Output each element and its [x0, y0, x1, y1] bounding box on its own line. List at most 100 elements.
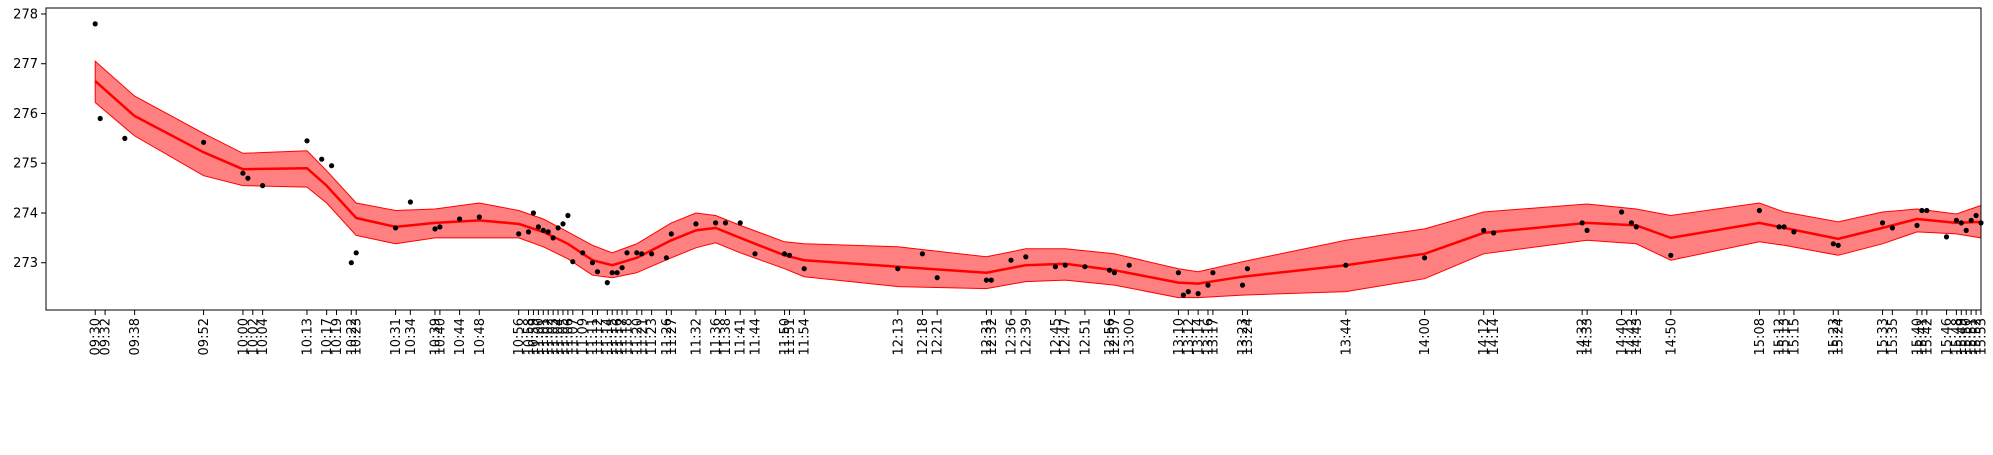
- scatter-point: [1756, 207, 1762, 214]
- x-tick-label: 10:22: [345, 318, 360, 355]
- scatter-point: [1924, 207, 1930, 214]
- x-tick-label: 11:38: [719, 318, 734, 355]
- scatter-point: [737, 220, 743, 226]
- scatter-point: [722, 220, 729, 226]
- x-tick-label: 12:51: [1078, 318, 1093, 355]
- scatter-point: [634, 250, 640, 256]
- x-tick-label: 15:15: [1787, 318, 1802, 355]
- scatter-point: [437, 224, 443, 230]
- scatter-point: [1195, 291, 1201, 297]
- scatter-point: [240, 170, 246, 176]
- scatter-point: [1781, 224, 1787, 230]
- x-tick-label: 10:58: [522, 318, 537, 355]
- scatter-point: [540, 227, 546, 233]
- x-tick-label: 11:15: [606, 318, 621, 355]
- y-tick-label: 276: [13, 107, 38, 122]
- scatter-point: [1239, 282, 1246, 288]
- x-tick-label: 13:14: [1192, 318, 1207, 355]
- x-tick-label: 14:14: [1487, 318, 1502, 355]
- x-tick-label: 11:06: [561, 318, 576, 355]
- scatter-point: [580, 250, 586, 256]
- x-tick-label: 15:49: [1955, 318, 1970, 355]
- x-tick-label: 12:39: [1019, 318, 1034, 355]
- scatter-point: [1958, 220, 1964, 226]
- x-tick-label: 11:50: [778, 318, 793, 355]
- x-tick-label: 15:52: [1970, 318, 1985, 355]
- scatter-point: [693, 221, 699, 227]
- scatter-point: [1481, 227, 1487, 233]
- x-tick-label: 11:01: [537, 318, 552, 355]
- scatter-point: [535, 224, 542, 230]
- scatter-point: [1776, 224, 1782, 230]
- x-tick-label: 11:41: [734, 318, 749, 355]
- scatter-point: [1953, 217, 1959, 223]
- scatter-point: [525, 229, 532, 235]
- x-tick-label: 12:13: [891, 318, 906, 355]
- scatter-point: [201, 139, 207, 145]
- scatter-point: [639, 251, 645, 257]
- x-tick-label: 12:21: [931, 318, 946, 355]
- y-tick-label: 275: [13, 157, 38, 172]
- scatter-point: [1968, 217, 1974, 223]
- x-tick-label: 15:48: [1950, 318, 1965, 355]
- scatter-point: [895, 266, 901, 272]
- x-tick-label: 15:23: [1827, 318, 1842, 355]
- x-tick-label: 15:50: [1960, 318, 1975, 355]
- scatter-point: [1205, 282, 1211, 288]
- scatter-point: [1185, 289, 1191, 295]
- x-tick-label: 10:17: [320, 318, 335, 355]
- scatter-point: [604, 280, 610, 286]
- x-tick-label: 12:45: [1049, 318, 1064, 355]
- x-tick-label: 11:12: [591, 318, 606, 355]
- scatter-point: [614, 270, 620, 276]
- scatter-point: [1180, 292, 1186, 298]
- scatter-point: [1584, 227, 1590, 233]
- x-tick-label: 09:32: [99, 318, 114, 355]
- x-tick-label: 15:46: [1940, 318, 1955, 355]
- scatter-point: [1175, 270, 1181, 276]
- x-tick-label: 14:32: [1576, 318, 1591, 355]
- x-tick-label: 10:19: [330, 318, 345, 355]
- scatter-point: [1914, 222, 1920, 228]
- x-tick-label: 11:51: [783, 318, 798, 355]
- x-tick-label: 15:53: [1975, 318, 1990, 355]
- scatter-point: [594, 269, 601, 275]
- x-tick-label: 15:08: [1753, 318, 1768, 355]
- x-tick-label: 15:42: [1920, 318, 1935, 355]
- scatter-point: [565, 212, 571, 219]
- x-tick-label: 15:35: [1886, 318, 1901, 355]
- x-tick-label: 12:18: [916, 318, 931, 355]
- x-tick-label: 11:05: [556, 318, 571, 355]
- x-tick-label: 11:07: [566, 318, 581, 355]
- scatter-point: [245, 175, 251, 181]
- x-tick-label: 13:00: [1123, 318, 1138, 355]
- x-tick-label: 12:36: [1005, 318, 1020, 355]
- scatter-point: [1422, 255, 1428, 261]
- x-tick-label: 11:32: [689, 318, 704, 355]
- plot-area: [92, 21, 1984, 299]
- scatter-point: [983, 277, 990, 283]
- x-tick-label: 13:10: [1172, 318, 1187, 355]
- scatter-point: [1052, 264, 1058, 270]
- scatter-point: [1023, 254, 1029, 260]
- scatter-point: [663, 255, 670, 261]
- scatter-point: [589, 260, 596, 266]
- x-tick-label: 13:17: [1206, 318, 1221, 355]
- x-tick-label: 10:23: [350, 318, 365, 355]
- scatter-point: [1579, 220, 1585, 226]
- x-tick-label: 14:40: [1615, 318, 1630, 355]
- scatter-point: [1062, 262, 1068, 268]
- scatter-point: [97, 115, 103, 122]
- scatter-point: [919, 251, 926, 257]
- scatter-point: [1210, 270, 1216, 276]
- scatter-point: [713, 220, 719, 226]
- x-tick-label: 15:41: [1915, 318, 1930, 355]
- axes-frame: [45, 7, 1982, 311]
- scatter-point: [752, 251, 758, 257]
- x-tick-label: 10:00: [236, 318, 251, 355]
- x-tick-label: 11:23: [645, 318, 660, 355]
- scatter-point: [476, 214, 482, 220]
- scatter-point: [786, 252, 793, 258]
- scatter-point: [624, 250, 630, 256]
- scatter-point: [1973, 212, 1979, 219]
